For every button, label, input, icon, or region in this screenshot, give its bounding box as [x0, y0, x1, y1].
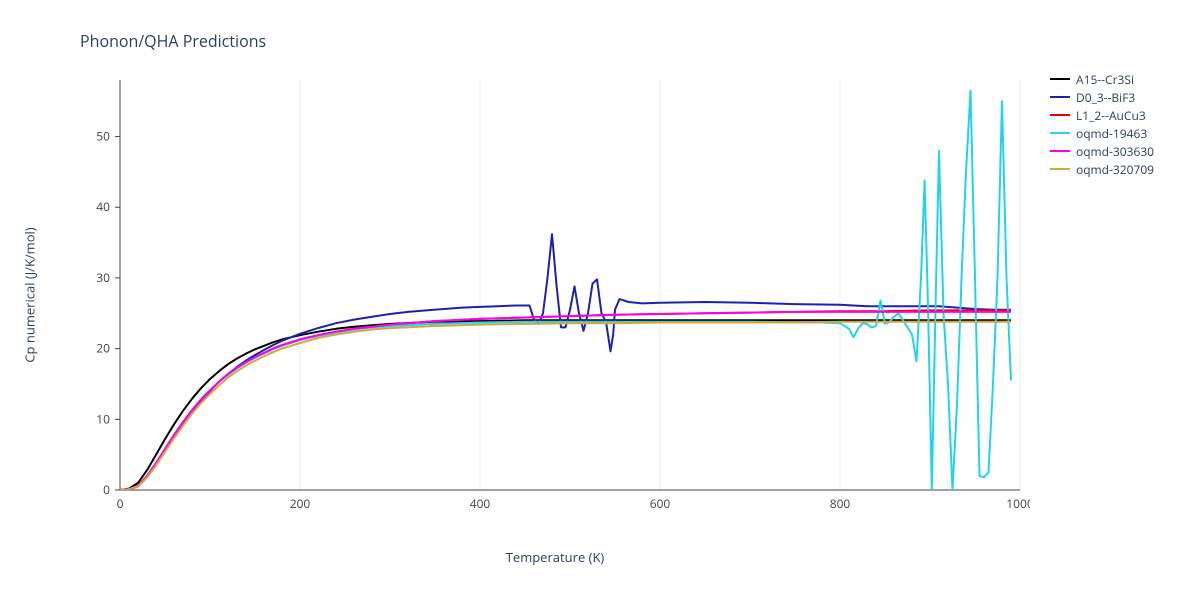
y-axis-label: Cp numerical (J/K/mol) — [20, 70, 40, 520]
legend-label: oqmd-320709 — [1076, 161, 1154, 178]
x-tick-label: 600 — [650, 495, 671, 512]
y-tick-label: 30 — [96, 269, 110, 286]
chart-title: Phonon/QHA Predictions — [80, 30, 266, 52]
x-tick-label: 200 — [290, 495, 311, 512]
legend-swatch — [1050, 132, 1070, 134]
y-tick-label: 10 — [96, 410, 110, 427]
legend-item[interactable]: L1_2--AuCu3 — [1050, 106, 1154, 124]
legend-swatch — [1050, 150, 1070, 152]
legend-item[interactable]: D0_3--BiF3 — [1050, 88, 1154, 106]
x-tick-label: 800 — [830, 495, 851, 512]
plot-area: 0 200 400 600 800 1000 0 10 20 30 40 50 — [80, 70, 1030, 520]
x-tick-label: 1000 — [1006, 495, 1030, 512]
y-tick-label: 50 — [96, 128, 110, 145]
x-axis-label: Temperature (K) — [80, 548, 1030, 566]
legend-swatch — [1050, 114, 1070, 116]
x-tick-label: 0 — [117, 495, 124, 512]
series-line[interactable] — [120, 322, 1011, 490]
legend-label: L1_2--AuCu3 — [1076, 107, 1146, 124]
legend-swatch — [1050, 78, 1070, 80]
legend-item[interactable]: oqmd-303630 — [1050, 142, 1154, 160]
series-line[interactable] — [120, 312, 1011, 490]
series-line[interactable] — [120, 320, 1011, 490]
legend-label: D0_3--BiF3 — [1076, 89, 1135, 106]
legend-label: A15--Cr3Si — [1076, 71, 1134, 88]
y-tick-label: 0 — [103, 481, 110, 498]
legend-label: oqmd-303630 — [1076, 143, 1154, 160]
x-tick-label: 400 — [470, 495, 491, 512]
legend: A15--Cr3SiD0_3--BiF3L1_2--AuCu3oqmd-1946… — [1050, 70, 1154, 178]
y-axis-label-text: Cp numerical (J/K/mol) — [21, 227, 39, 362]
legend-item[interactable]: oqmd-19463 — [1050, 124, 1154, 142]
legend-swatch — [1050, 168, 1070, 170]
chart-svg: 0 200 400 600 800 1000 0 10 20 30 40 50 — [80, 70, 1030, 520]
legend-label: oqmd-19463 — [1076, 125, 1147, 142]
legend-swatch — [1050, 96, 1070, 98]
legend-item[interactable]: A15--Cr3Si — [1050, 70, 1154, 88]
legend-item[interactable]: oqmd-320709 — [1050, 160, 1154, 178]
y-tick-label: 20 — [96, 340, 110, 357]
series-line[interactable] — [120, 310, 1011, 490]
y-tick-label: 40 — [96, 198, 110, 215]
series-line[interactable] — [120, 91, 1011, 490]
